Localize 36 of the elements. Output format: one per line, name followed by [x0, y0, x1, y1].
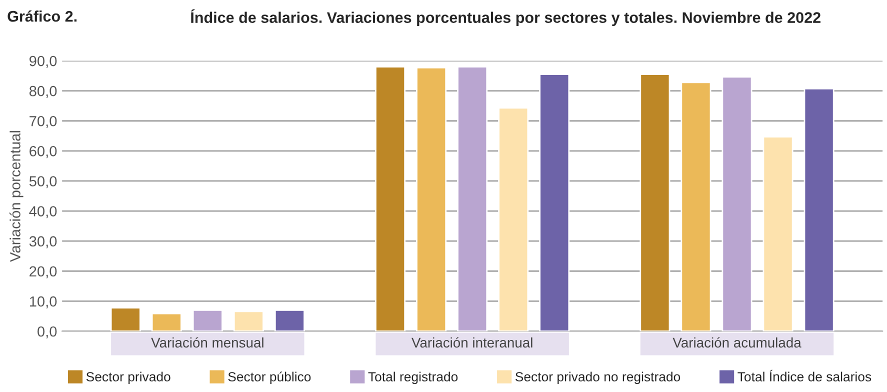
bar — [640, 74, 670, 332]
bar — [804, 88, 834, 332]
bar — [192, 310, 223, 332]
bar — [457, 66, 488, 332]
legend-label: Sector privado no registrado — [515, 372, 680, 384]
bar — [680, 82, 712, 332]
x-tick-label: Variación interanual — [412, 337, 532, 348]
bar — [416, 66, 447, 332]
bar — [722, 76, 752, 332]
x-tick-label: Variación acumulada — [672, 337, 802, 348]
bar — [274, 310, 305, 332]
chart-subtitle: Gráfico 2. — [8, 10, 77, 22]
y-tick-label: 0,0 — [38, 326, 57, 338]
x-tick-label: Variación mensual — [151, 337, 264, 348]
bar — [375, 66, 406, 332]
y-tick-label: 30,0 — [29, 236, 57, 248]
bar — [110, 307, 141, 332]
legend-label: Total registrado — [368, 372, 458, 384]
y-axis-title: Variación porcentual — [10, 131, 24, 262]
bar — [498, 107, 529, 332]
y-tick-label: 60,0 — [30, 146, 57, 158]
legend-label: Total Índice de salarios — [738, 370, 872, 382]
y-tick-label: 20,0 — [30, 266, 57, 278]
y-tick-label: 70,0 — [30, 116, 57, 128]
y-tick-label: 40,0 — [29, 206, 57, 218]
y-tick-label: 90,0 — [30, 56, 57, 68]
y-tick-label: 50,0 — [29, 176, 57, 188]
bar — [762, 136, 794, 332]
y-tick-label: 10,0 — [30, 296, 57, 308]
bar — [539, 74, 570, 332]
bar — [151, 312, 182, 332]
legend-label: Sector público — [228, 372, 311, 384]
y-tick-label: 80,0 — [29, 86, 57, 98]
chart-title: Índice de salarios. Variaciones porcentuales por sectores y totales. Noviembre de 2022 — [190, 9, 820, 26]
bar — [233, 310, 264, 332]
legend-label: Sector privado — [86, 372, 170, 384]
